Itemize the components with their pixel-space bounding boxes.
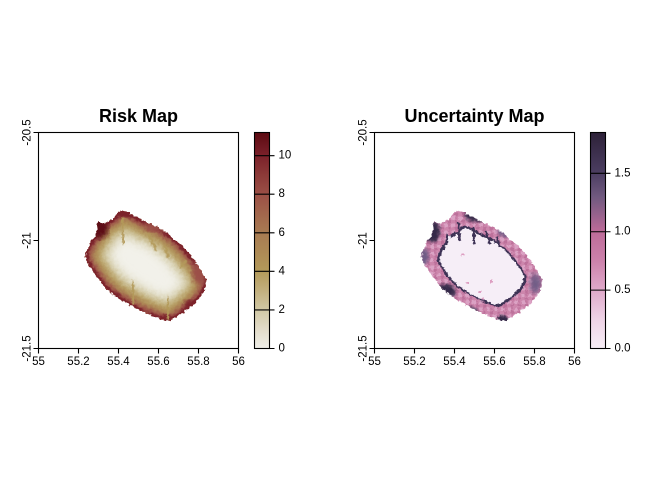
uncertainty-dark-blob-sw	[435, 284, 456, 299]
uncertainty-colorbar-label-1-5: 1.5	[615, 167, 631, 179]
uncertainty-dark-blob-north	[464, 210, 497, 222]
risk-dark-blob-south	[161, 314, 172, 322]
uncertainty-x-tick-label-55-6: 55.6	[483, 356, 505, 368]
uncertainty-map-plot-area	[421, 210, 543, 322]
uncertainty-gray-blob-se	[530, 273, 541, 294]
uncertainty-dark-blob-south	[461, 307, 478, 318]
risk-y-tick-label-21: -21	[22, 232, 34, 249]
uncertainty-y-tick-label-21: -21	[358, 232, 370, 249]
risk-colorbar-tick-lines	[254, 155, 270, 311]
uncertainty-x-tick-label-56: 56	[568, 356, 581, 368]
uncertainty-colorbar-label-1-0: 1.0	[615, 226, 631, 238]
uncertainty-gray-blob-west	[421, 248, 429, 265]
risk-x-tick-label-55-2: 55.2	[67, 356, 89, 368]
risk-dark-blob-south-mid	[141, 310, 150, 317]
uncertainty-y-tick-label-20-5: -20.5	[358, 119, 370, 145]
uncertainty-dark-blob-nw	[425, 220, 440, 243]
risk-colorbar-label-10: 10	[279, 150, 292, 162]
risk-x-tick-label-55-8: 55.8	[187, 356, 209, 368]
uncertainty-colorbar-tick-lines	[590, 172, 606, 291]
uncertainty-y-axis-ticks	[369, 131, 375, 350]
risk-x-tick-label-55: 55	[32, 356, 45, 368]
uncertainty-speckle-1	[466, 281, 469, 284]
risk-y-axis-ticks	[33, 131, 39, 350]
risk-dark-blob-east	[192, 258, 207, 285]
risk-dark-blob-se	[184, 300, 197, 309]
risk-ravine-streak-6	[166, 296, 170, 320]
risk-colorbar-label-8: 8	[279, 188, 285, 200]
risk-ravine-streak-4	[163, 244, 170, 259]
uncertainty-map-panel: Uncertainty Map	[358, 106, 631, 368]
uncertainty-x-tick-label-55-2: 55.2	[403, 356, 425, 368]
risk-colorbar-label-6: 6	[279, 227, 285, 239]
risk-ravine-streak-3	[147, 233, 158, 252]
uncertainty-dark-blob-south-tip	[497, 315, 508, 322]
uncertainty-map-title: Uncertainty Map	[404, 106, 544, 126]
uncertainty-speckle-3	[490, 280, 493, 283]
uncertainty-colorbar-label-0-5: 0.5	[615, 284, 631, 296]
risk-x-axis-ticks	[37, 348, 240, 354]
risk-y-tick-label-20-5: -20.5	[22, 119, 34, 145]
risk-map-panel: Risk Map	[22, 106, 292, 368]
risk-ravine-streak-1	[121, 217, 125, 245]
uncertainty-colorbar-outer-ticks	[605, 172, 611, 350]
uncertainty-x-tick-label-55-4: 55.4	[443, 356, 466, 368]
uncertainty-gray-blob-ne	[497, 226, 520, 237]
risk-dark-blob-north	[115, 210, 138, 218]
risk-x-tick-label-56: 56	[232, 356, 245, 368]
uncertainty-ravine-finger-4	[495, 236, 501, 247]
risk-colorbar-label-0: 0	[279, 343, 285, 355]
risk-x-tick-label-55-4: 55.4	[107, 356, 130, 368]
uncertainty-speckle-4	[461, 253, 464, 256]
uncertainty-colorbar	[589, 131, 607, 350]
uncertainty-x-axis-ticks	[373, 348, 576, 354]
uncertainty-ravine-finger-2	[472, 227, 476, 245]
risk-x-tick-label-55-6: 55.6	[147, 356, 169, 368]
uncertainty-y-tick-label-21-5: -21.5	[358, 335, 370, 361]
risk-map-plot-area	[85, 210, 207, 322]
risk-colorbar-outer-ticks	[269, 155, 275, 350]
risk-map-title: Risk Map	[99, 106, 178, 126]
uncertainty-ravine-finger-3	[484, 230, 492, 245]
risk-dark-blob-ne	[143, 221, 170, 232]
risk-colorbar-label-2: 2	[279, 304, 285, 316]
risk-colorbar	[253, 131, 271, 350]
uncertainty-x-tick-label-55-8: 55.8	[523, 356, 545, 368]
uncertainty-speckle-5	[481, 297, 484, 300]
uncertainty-speckle-2	[478, 290, 481, 293]
risk-colorbar-label-4: 4	[279, 265, 286, 277]
risk-ravine-streak-5	[131, 280, 135, 305]
risk-ravine-streak-7	[178, 259, 188, 270]
uncertainty-x-tick-label-55: 55	[368, 356, 381, 368]
uncertainty-ravine-finger-1	[457, 222, 461, 241]
risk-y-tick-label-21-5: -21.5	[22, 335, 34, 361]
risk-dark-blob-nw-spike	[93, 215, 102, 226]
uncertainty-colorbar-label-0: 0.0	[615, 343, 631, 355]
risk-dark-blob-sw	[109, 292, 120, 301]
